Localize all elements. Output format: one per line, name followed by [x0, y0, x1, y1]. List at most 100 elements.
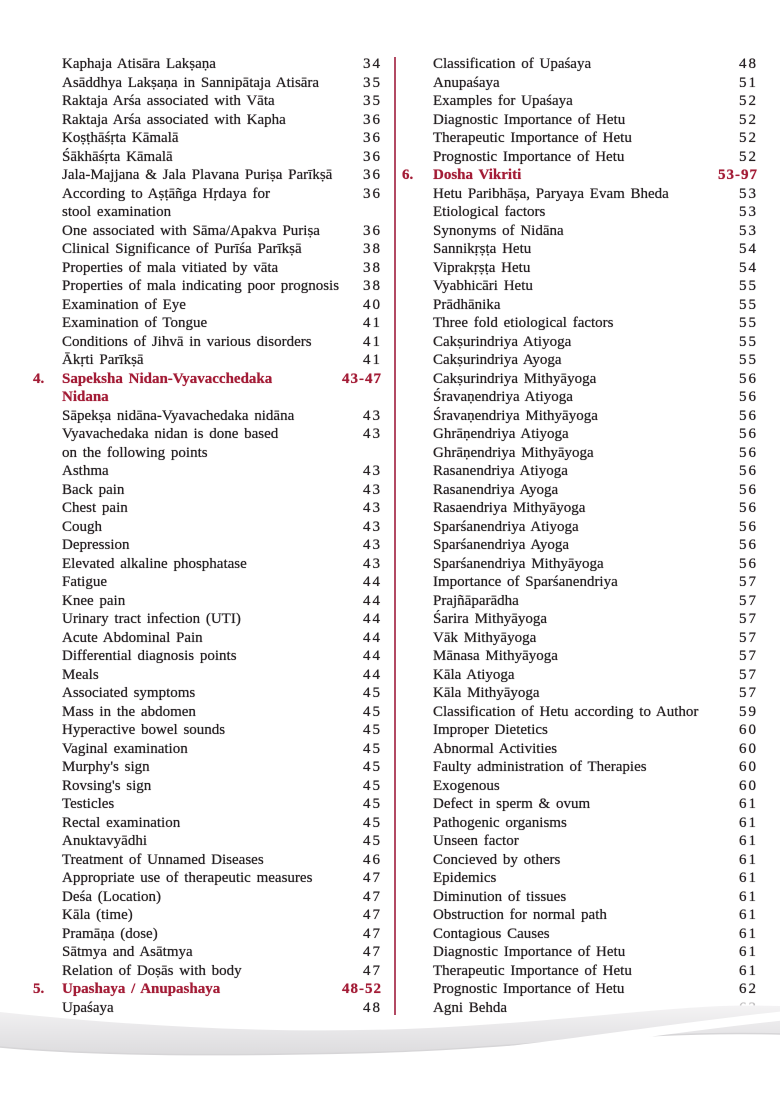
toc-entry: Prādhānika 55: [402, 296, 758, 315]
toc-entry: Diagnostic Importance of Hetu 61: [402, 943, 758, 962]
toc-entry: Defect in sperm & ovum 61: [402, 795, 758, 814]
entry-title: Rovsing's sign: [62, 777, 152, 794]
page-number: 47: [363, 925, 382, 942]
entry-title: Concieved by others: [433, 851, 561, 868]
entry-title: Raktaja Arśa associated with Kapha: [62, 111, 286, 128]
toc-entry: Jala-Majjana & Jala Plavana Puriṣa Parīk…: [33, 166, 382, 185]
entry-title: Prādhānika: [433, 296, 501, 313]
page-number: 45: [363, 685, 382, 701]
page-number: 54: [739, 241, 758, 257]
entry-title: Appropriate use of therapeutic measures: [62, 870, 313, 886]
entry-title: Knee pain: [62, 592, 126, 609]
toc-entry: Deśa (Location) 47: [33, 888, 382, 907]
toc-entry: Relation of Doṣās with body 47: [33, 962, 382, 981]
toc-entry: Examination of Eye 40: [33, 296, 382, 315]
toc-entry: Mānasa Mithyāyoga 57: [402, 647, 758, 666]
page-number: 56: [739, 370, 758, 387]
entry-title: Fatigue: [62, 574, 107, 590]
entry-title: Upaśaya: [62, 999, 114, 1016]
entry-title: Cakṣurindriya Atiyoga: [433, 333, 572, 350]
toc-entry: Properties of mala indicating poor progn…: [33, 277, 382, 296]
page-number: 52: [739, 93, 758, 109]
page-number: 44: [363, 648, 382, 664]
page-number: 57: [739, 592, 758, 609]
entry-title: Depression: [62, 537, 130, 553]
entry-title: Synonyms of Nidāna: [433, 222, 564, 239]
toc-entry: Hetu Paribhāṣa, Paryaya Evam Bheda 53: [402, 185, 758, 204]
entry-title: Kāla Mithyāyoga: [433, 685, 540, 701]
entry-title: Vyabhicāri Hetu: [433, 278, 533, 294]
entry-title: Dosha Vikriti: [433, 167, 522, 183]
page-number: 45: [363, 796, 382, 812]
entry-title: Sapeksha Nidan-Vyavacchedaka Nidana: [62, 370, 273, 406]
entry-title: Properties of mala vitiated by vāta: [62, 259, 279, 276]
page-number: 56: [739, 444, 758, 461]
page-number: 38: [363, 259, 382, 276]
entry-title: Examination of Eye: [62, 296, 186, 313]
entry-title: Sparśanendriya Mithyāyoga: [433, 555, 604, 572]
toc-entry: Classification of Upaśaya 48: [402, 55, 758, 74]
toc-entry: Ākṛti Parīkṣā 41: [33, 351, 382, 370]
toc-entry: Upaśaya 48: [33, 999, 382, 1018]
entry-title: Agni Behda: [433, 999, 508, 1016]
entry-title: Cakṣurindriya Ayoga: [433, 352, 562, 368]
toc-entry: Contagious Causes 61: [402, 925, 758, 944]
page-number: 55: [739, 278, 758, 294]
page-number: 43: [363, 500, 382, 516]
page-number: 60: [739, 777, 758, 794]
toc-entry: Appropriate use of therapeutic measures 4…: [33, 869, 382, 888]
entry-title: Śākhāśṛta Kāmalā: [62, 148, 173, 165]
page-number: 57: [739, 611, 758, 627]
page-number: 56: [739, 426, 758, 442]
toc-entry: Kaphaja Atisāra Lakṣaṇa 34: [33, 55, 382, 74]
toc-entry: Cakṣurindriya Atiyoga 55: [402, 333, 758, 352]
page-number: 57: [739, 629, 758, 646]
toc-entry: Kāla Atiyoga 57: [402, 666, 758, 685]
page-number: 45: [363, 777, 382, 794]
entry-title: Śravaṇendriya Atiyoga: [433, 389, 573, 405]
page-number: 36: [363, 111, 382, 128]
toc-entry: Examination of Tongue 41: [33, 314, 382, 333]
toc-entry: Three fold etiological factors 55: [402, 314, 758, 333]
entry-title: Koṣṭhāśṛta Kāmalā: [62, 130, 179, 146]
page-number: 43: [363, 555, 382, 572]
page-curl-decoration: [0, 1001, 780, 1065]
toc-entry: Anuktavyādhi 45: [33, 832, 382, 851]
entry-title: Testicles: [62, 796, 115, 812]
entry-title: Asthma: [62, 463, 109, 479]
toc-entry: Asāddhya Lakṣaṇa in Sannipātaja Atisāra 3…: [33, 74, 382, 93]
toc-entry: Koṣṭhāśṛta Kāmalā 36: [33, 129, 382, 148]
entry-title: Upashaya / Anupashaya: [62, 981, 221, 997]
page-number: 43: [363, 407, 382, 424]
toc-section-heading: 6. Dosha Vikriti 53-97: [402, 166, 758, 185]
toc-entry: Śravaṇendriya Atiyoga 56: [402, 388, 758, 407]
toc-entry: Sparśanendriya Mithyāyoga 56: [402, 555, 758, 574]
entry-title: Faulty administration of Therapies: [433, 759, 647, 775]
toc-entry: Exogenous 60: [402, 777, 758, 796]
page-number: 53: [739, 222, 758, 239]
toc-entry: Asthma 43: [33, 462, 382, 481]
entry-title: Vāk Mithyāyoga: [433, 629, 537, 646]
page-number: 61: [739, 944, 758, 960]
page-number: 47: [363, 870, 382, 886]
entry-title: Prognostic Importance of Hetu: [433, 981, 625, 997]
toc-entry: Cough 43: [33, 518, 382, 537]
page-number: 38: [363, 241, 382, 257]
entry-title: Sātmya and Asātmya: [62, 944, 193, 960]
toc-column-left: Kaphaja Atisāra Lakṣaṇa 34 Asāddhya Lakṣaṇ…: [33, 55, 382, 1017]
toc-section-heading: 5. Upashaya / Anupashaya 48-52: [33, 980, 382, 999]
toc-entry: Knee pain 44: [33, 592, 382, 611]
toc-entry: Meals 44: [33, 666, 382, 685]
toc-entry: Rasanendriya Atiyoga 56: [402, 462, 758, 481]
toc-entry: Vyabhicāri Hetu 55: [402, 277, 758, 296]
page-number: 61: [739, 907, 758, 923]
toc-entry: Prognostic Importance of Hetu 62: [402, 980, 758, 999]
page-number: 36: [363, 222, 382, 239]
page-number: 48: [739, 56, 758, 72]
page-number: 56: [739, 407, 758, 424]
page-number: 57: [739, 648, 758, 664]
entry-title: Unseen factor: [433, 833, 519, 849]
page-number: 61: [739, 796, 758, 812]
page-number: 48-52: [342, 981, 382, 997]
